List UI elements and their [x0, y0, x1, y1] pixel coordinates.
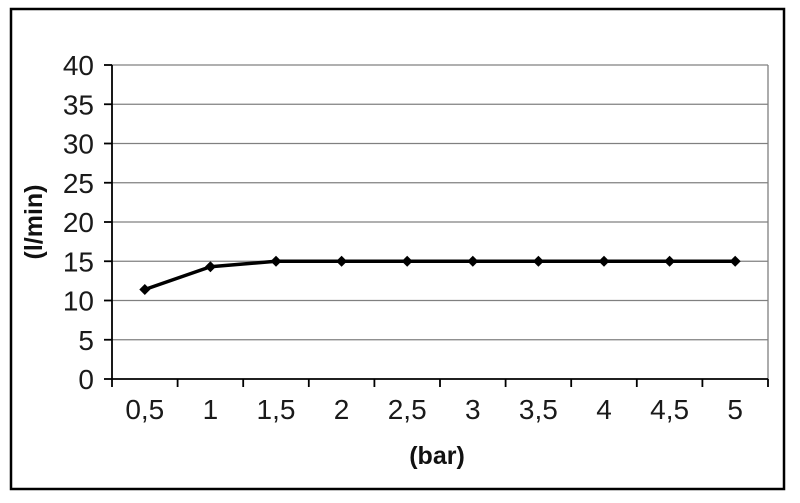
- data-point-marker: [139, 284, 151, 296]
- x-tick-label: 4,5: [650, 394, 689, 425]
- data-point-marker: [401, 255, 413, 267]
- y-tick-label: 30: [63, 129, 94, 160]
- data-point-marker: [336, 255, 348, 267]
- y-tick-label: 20: [63, 207, 94, 238]
- x-tick-label: 5: [727, 394, 743, 425]
- x-tick-label: 2: [334, 394, 350, 425]
- series-group: [139, 255, 741, 296]
- data-point-marker: [467, 255, 479, 267]
- data-point-marker: [664, 255, 676, 267]
- x-tick-label: 2,5: [388, 394, 427, 425]
- tick-labels-group: 0 5 10 15 20 25 30 35 40 0,5 1 1,5 2 2,5 3 3,5 4 4,5 5: [63, 50, 743, 425]
- data-point-marker: [204, 261, 216, 273]
- gridlines-group: [112, 64, 768, 341]
- data-point-marker: [729, 255, 741, 267]
- x-tick-label: 4: [596, 394, 612, 425]
- x-tick-label: 1: [203, 394, 219, 425]
- x-tick-label: 0,5: [125, 394, 164, 425]
- x-tick-label: 1,5: [257, 394, 296, 425]
- y-tick-label: 5: [78, 325, 94, 356]
- y-tick-label: 10: [63, 286, 94, 317]
- series-line: [144, 259, 736, 292]
- x-tick-label: 3: [465, 394, 481, 425]
- x-tick-label: 3,5: [519, 394, 558, 425]
- x-axis-title: (bar): [409, 442, 465, 470]
- chart-frame: [9, 7, 786, 491]
- y-tick-label: 0: [78, 364, 94, 395]
- y-tick-label: 35: [63, 89, 94, 120]
- data-point-marker: [598, 255, 610, 267]
- y-tick-label: 25: [63, 168, 94, 199]
- data-point-marker: [532, 255, 544, 267]
- y-axis-title: (l/min): [20, 185, 48, 260]
- data-point-marker: [270, 255, 282, 267]
- y-tick-label: 15: [63, 246, 94, 277]
- ticks-group: [104, 64, 769, 387]
- y-tick-label: 40: [63, 50, 94, 81]
